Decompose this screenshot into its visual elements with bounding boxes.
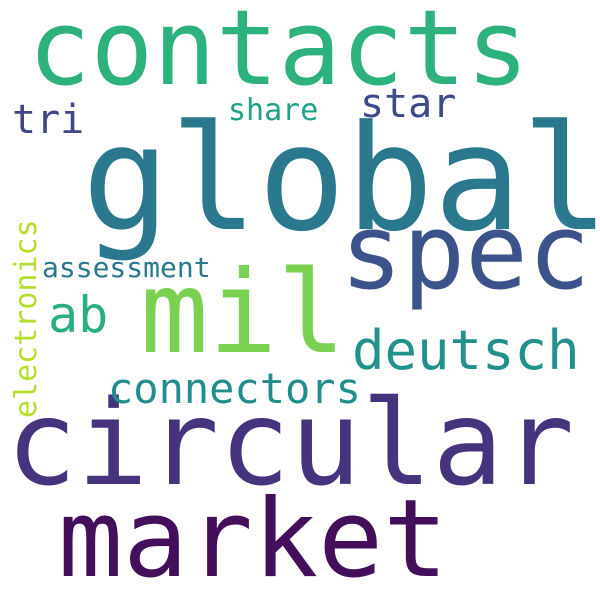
word-electronics: electronics [9, 219, 44, 418]
word-ab: ab [48, 286, 109, 344]
word-spec: spec [340, 191, 591, 313]
word-share: share [228, 93, 319, 128]
word-market: market [58, 477, 449, 602]
word-star: star [360, 81, 457, 127]
word-contacts: contacts [28, 0, 529, 109]
word-deutsch: deutsch [352, 319, 580, 382]
word-circular: circular [6, 374, 575, 512]
word-global: global [82, 94, 600, 264]
word-mil: mil [140, 246, 346, 379]
word-assessment: assessment [42, 251, 211, 284]
word-tri: tri [12, 97, 85, 143]
word-connectors: connectors [108, 364, 361, 413]
